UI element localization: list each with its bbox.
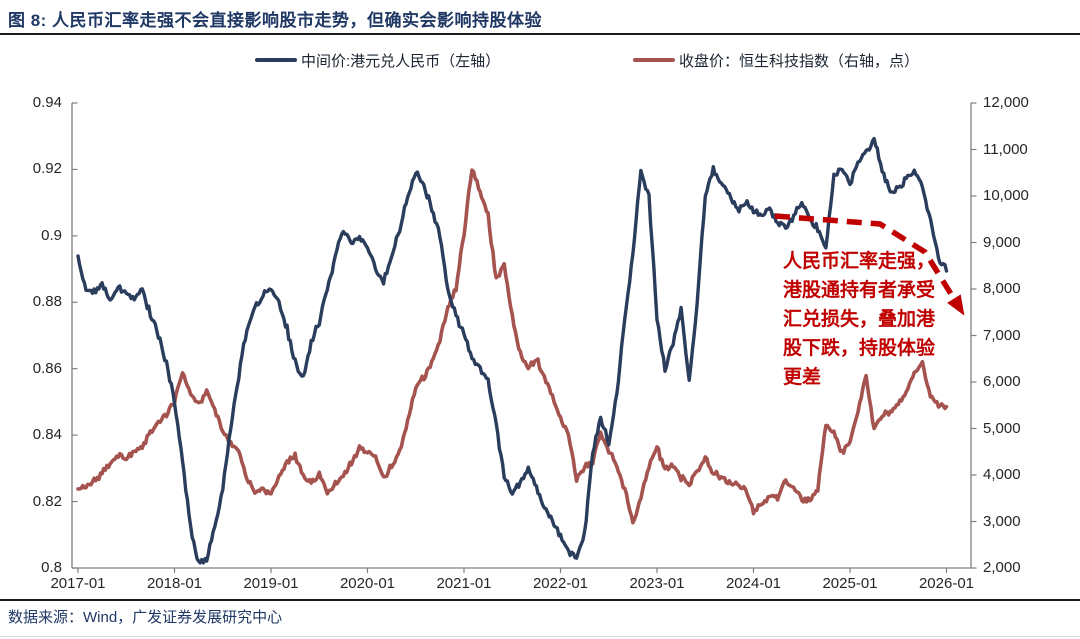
legend: 中间价:港元兑人民币（左轴） 收盘价：恒生科技指数（右轴，点） — [0, 50, 1080, 70]
legend-item-mid-price: 中间价:港元兑人民币（左轴） — [255, 50, 500, 70]
trend-arrow — [774, 213, 959, 304]
legend-swatch-navy-line — [255, 58, 297, 62]
trend-arrowhead-icon — [947, 294, 965, 316]
source-note: 数据来源：Wind，广发证券发展研究中心 — [8, 609, 283, 626]
title-divider — [0, 33, 1080, 35]
legend-swatch-red-line — [633, 58, 675, 62]
legend-item-hstech-close: 收盘价：恒生科技指数（右轴，点） — [633, 50, 919, 70]
series-line-hstech-index — [76, 168, 949, 525]
legend-label-mid-price: 中间价:港元兑人民币（左轴） — [301, 52, 501, 70]
figure-title: 图 8: 人民币汇率走强不会直接影响股市走势，但确实会影响持股体验 — [8, 11, 543, 30]
footer-divider — [0, 599, 1080, 601]
series-line-hkdcny-mid-price — [76, 136, 949, 565]
legend-label-hstech-close: 收盘价：恒生科技指数（右轴，点） — [679, 52, 920, 70]
bottom-edge-line — [0, 636, 1080, 637]
annotation-text: 人民币汇率走强， 港股通持有者承受 汇兑损失，叠加港 股下跌，持股体验 更差 — [783, 251, 936, 388]
